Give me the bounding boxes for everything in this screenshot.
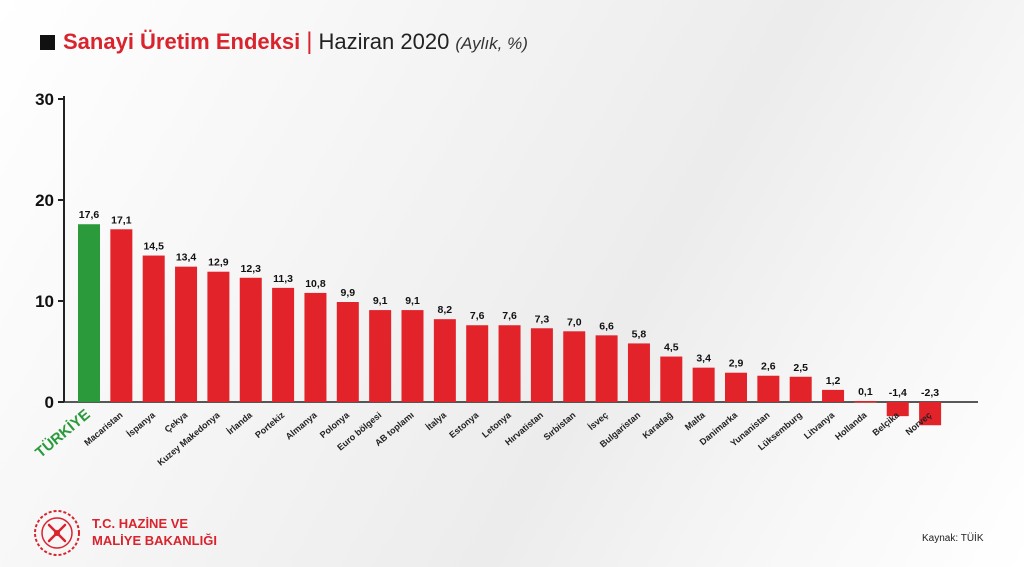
value-label: 8,2 — [438, 304, 453, 316]
title-separator: | — [306, 28, 313, 55]
bar-portekiz — [272, 287, 295, 402]
value-label: 7,0 — [567, 316, 582, 328]
value-label: 9,1 — [405, 295, 420, 307]
bar-sırbistan — [563, 331, 586, 402]
value-label: 7,3 — [535, 313, 550, 325]
chart-title: Sanayi Üretim Endeksi | Haziran 2020 (Ay… — [40, 28, 528, 56]
value-label: 17,1 — [111, 214, 132, 226]
category-label-estonya: Estonya — [447, 409, 481, 440]
category-label-i̇sveç: İsveç — [586, 410, 610, 432]
y-tick-label: 0 — [45, 393, 54, 412]
category-label-sırbistan: Sırbistan — [542, 410, 578, 442]
org-line-1: T.C. HAZİNE VE — [92, 516, 189, 531]
category-label-portekiz: Portekiz — [253, 410, 287, 440]
value-label: 6,6 — [599, 320, 614, 332]
category-label-i̇talya: İtalya — [424, 409, 449, 432]
y-tick-label: 10 — [35, 292, 54, 311]
title-main: Sanayi Üretim Endeksi — [63, 29, 301, 54]
bar-norveç — [919, 402, 942, 426]
bar-hırvatistan — [530, 328, 553, 402]
bar-i̇sveç — [595, 335, 618, 402]
title-square-icon — [40, 35, 55, 50]
category-label-i̇spanya: İspanya — [125, 409, 158, 439]
org-line-2: MALİYE BAKANLIĞI — [92, 533, 217, 548]
organization-name: T.C. HAZİNE VE MALİYE BAKANLIĞI — [92, 515, 217, 549]
value-label: 2,6 — [761, 361, 776, 373]
value-label: 9,1 — [373, 295, 388, 307]
category-label-hollanda: Hollanda — [833, 409, 869, 442]
bar-i̇talya — [433, 319, 456, 402]
category-label-kuzey-makedonya: Kuzey Makedonya — [155, 409, 222, 467]
category-label-litvanya: Litvanya — [802, 409, 837, 441]
ministry-emblem-icon — [34, 510, 80, 556]
value-label: 17,6 — [79, 209, 100, 221]
value-label: 2,9 — [729, 358, 744, 370]
value-label: 13,4 — [176, 252, 197, 264]
value-label: 10,8 — [305, 278, 326, 290]
category-label-türki̇ye: TÜRKİYE — [32, 406, 93, 461]
bar-i̇rlanda — [239, 277, 262, 402]
value-label: 14,5 — [143, 241, 164, 253]
bar-karadağ — [660, 356, 683, 402]
y-tick-label: 30 — [35, 90, 54, 109]
value-label: 1,2 — [826, 375, 841, 387]
bar-danimarka — [725, 372, 747, 402]
value-label: 3,4 — [696, 353, 711, 365]
value-label: 12,9 — [208, 257, 229, 269]
bar-letonya — [498, 325, 521, 402]
bar-hollanda — [854, 400, 877, 403]
value-label: 7,6 — [502, 310, 517, 322]
bar-malta — [692, 367, 715, 402]
bar-macaristan — [110, 229, 133, 402]
bar-estonya — [466, 325, 489, 402]
bar-belçika — [886, 402, 909, 417]
value-label: 7,6 — [470, 310, 485, 322]
bar-almanya — [304, 292, 327, 402]
category-label-almanya: Almanya — [284, 409, 320, 441]
category-label-çekya: Çekya — [163, 409, 191, 434]
bar-lüksemburg — [789, 376, 812, 402]
value-label: 9,9 — [340, 287, 355, 299]
category-label-malta: Malta — [683, 409, 708, 432]
category-label-belçika: Belçika — [870, 409, 901, 438]
bar-polonya — [336, 302, 359, 402]
bar-bulgaristan — [627, 343, 650, 402]
bar-kuzey-makedonya — [207, 271, 230, 402]
y-tick-label: 20 — [35, 191, 54, 210]
value-label: -2,3 — [921, 387, 939, 399]
category-label-karadağ: Karadağ — [641, 410, 675, 441]
value-label: 0,1 — [858, 386, 873, 398]
bar-i̇spanya — [142, 255, 165, 402]
bar-euro-bölgesi — [369, 310, 392, 402]
bar-ab-toplamı — [401, 310, 424, 402]
bar-yunanistan — [757, 375, 780, 402]
value-label: 2,5 — [793, 362, 808, 374]
title-unit: (Aylık, %) — [455, 34, 528, 53]
value-label: -1,4 — [889, 387, 907, 399]
value-label: 5,8 — [632, 328, 647, 340]
title-period: Haziran 2020 — [318, 29, 450, 54]
bar-çekya — [175, 266, 198, 402]
value-label: 11,3 — [273, 273, 293, 285]
value-label: 4,5 — [664, 342, 679, 354]
source-note: Kaynak: TÜİK — [922, 533, 984, 544]
category-label-i̇rlanda: İrlanda — [225, 409, 255, 436]
bar-litvanya — [822, 389, 845, 402]
bar-türki̇ye — [78, 224, 100, 402]
value-label: 12,3 — [241, 263, 262, 275]
